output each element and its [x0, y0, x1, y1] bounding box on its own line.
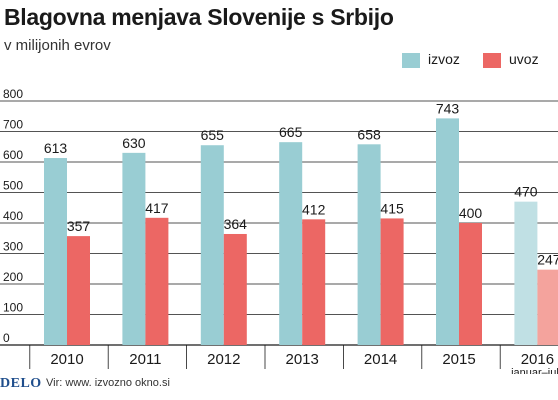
data-label-uvoz: 415 — [380, 200, 404, 216]
data-label-izvoz: 743 — [436, 100, 460, 116]
y-tick-label: 700 — [3, 118, 23, 132]
legend-label-uvoz: uvoz — [509, 51, 539, 67]
bar-izvoz — [200, 145, 224, 345]
y-tick-label: 400 — [3, 209, 23, 223]
bar-izvoz — [436, 118, 459, 345]
x-tick-label: 2010 — [50, 351, 83, 368]
bar-uvoz — [145, 217, 169, 345]
legend-swatch-izvoz — [402, 53, 420, 68]
bar-uvoz — [302, 219, 326, 345]
data-label-izvoz: 613 — [44, 140, 68, 156]
x-tick-label: 2015 — [442, 351, 475, 368]
bar-uvoz — [537, 269, 558, 345]
bar-izvoz — [357, 144, 381, 345]
bar-izvoz — [122, 152, 146, 345]
bar-uvoz — [67, 236, 90, 345]
y-tick-label: 500 — [3, 179, 23, 193]
y-tick-label: 100 — [3, 301, 23, 315]
data-label-izvoz: 658 — [357, 126, 381, 142]
chart-title: Blagovna menjava Slovenije s Srbijo — [4, 4, 394, 30]
bar-uvoz — [223, 233, 247, 345]
y-tick-label: 0 — [3, 331, 10, 345]
bar-uvoz — [459, 223, 482, 345]
brand-logo: DELO — [0, 376, 42, 391]
y-tick-label: 300 — [3, 240, 23, 254]
data-label-izvoz: 630 — [122, 135, 146, 151]
y-tick-label: 800 — [3, 87, 23, 101]
data-label-izvoz: 655 — [201, 127, 225, 143]
bar-chart: 0 100 200 300 400 500 600 700 800 613 357 2010 630 41… — [0, 87, 558, 374]
source-text: Vir: www. izvozno okno.si — [46, 377, 170, 389]
data-label-uvoz: 247 — [537, 252, 558, 268]
x-tick-label: 2013 — [286, 351, 319, 368]
data-label-izvoz: 470 — [514, 184, 538, 200]
x-tick-label: 2014 — [364, 351, 397, 368]
data-label-uvoz: 412 — [302, 201, 326, 217]
bar-izvoz — [279, 142, 303, 345]
source-footer: DELO Vir: www. izvozno okno.si — [0, 374, 558, 394]
data-label-uvoz: 357 — [67, 218, 91, 234]
bar-izvoz — [514, 201, 538, 345]
legend-label-izvoz: izvoz — [428, 51, 460, 67]
data-label-uvoz: 364 — [224, 216, 248, 232]
x-tick-sublabel: januar–julij — [510, 367, 558, 374]
data-label-uvoz: 417 — [145, 200, 169, 216]
x-tick-label: 2011 — [129, 351, 161, 368]
x-tick-label: 2016 — [521, 351, 554, 368]
data-label-uvoz: 400 — [459, 205, 483, 221]
legend-swatch-uvoz — [483, 53, 501, 68]
chart-subtitle: v milijonih evrov — [4, 37, 111, 54]
data-label-izvoz: 665 — [279, 124, 303, 140]
bar-uvoz — [380, 218, 404, 345]
y-tick-label: 200 — [3, 270, 23, 284]
y-tick-label: 600 — [3, 148, 23, 162]
bar-izvoz — [44, 158, 67, 345]
x-tick-label: 2012 — [207, 351, 240, 368]
